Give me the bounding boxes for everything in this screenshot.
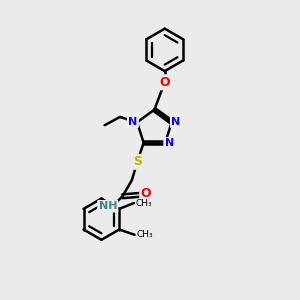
Text: N: N — [171, 117, 181, 127]
Text: CH₃: CH₃ — [136, 199, 152, 208]
Text: O: O — [141, 187, 152, 200]
Text: NH: NH — [98, 201, 117, 211]
Text: CH₃: CH₃ — [136, 230, 153, 239]
Text: S: S — [133, 155, 142, 168]
Text: N: N — [128, 117, 138, 127]
Text: N: N — [165, 138, 174, 148]
Text: O: O — [159, 76, 170, 89]
